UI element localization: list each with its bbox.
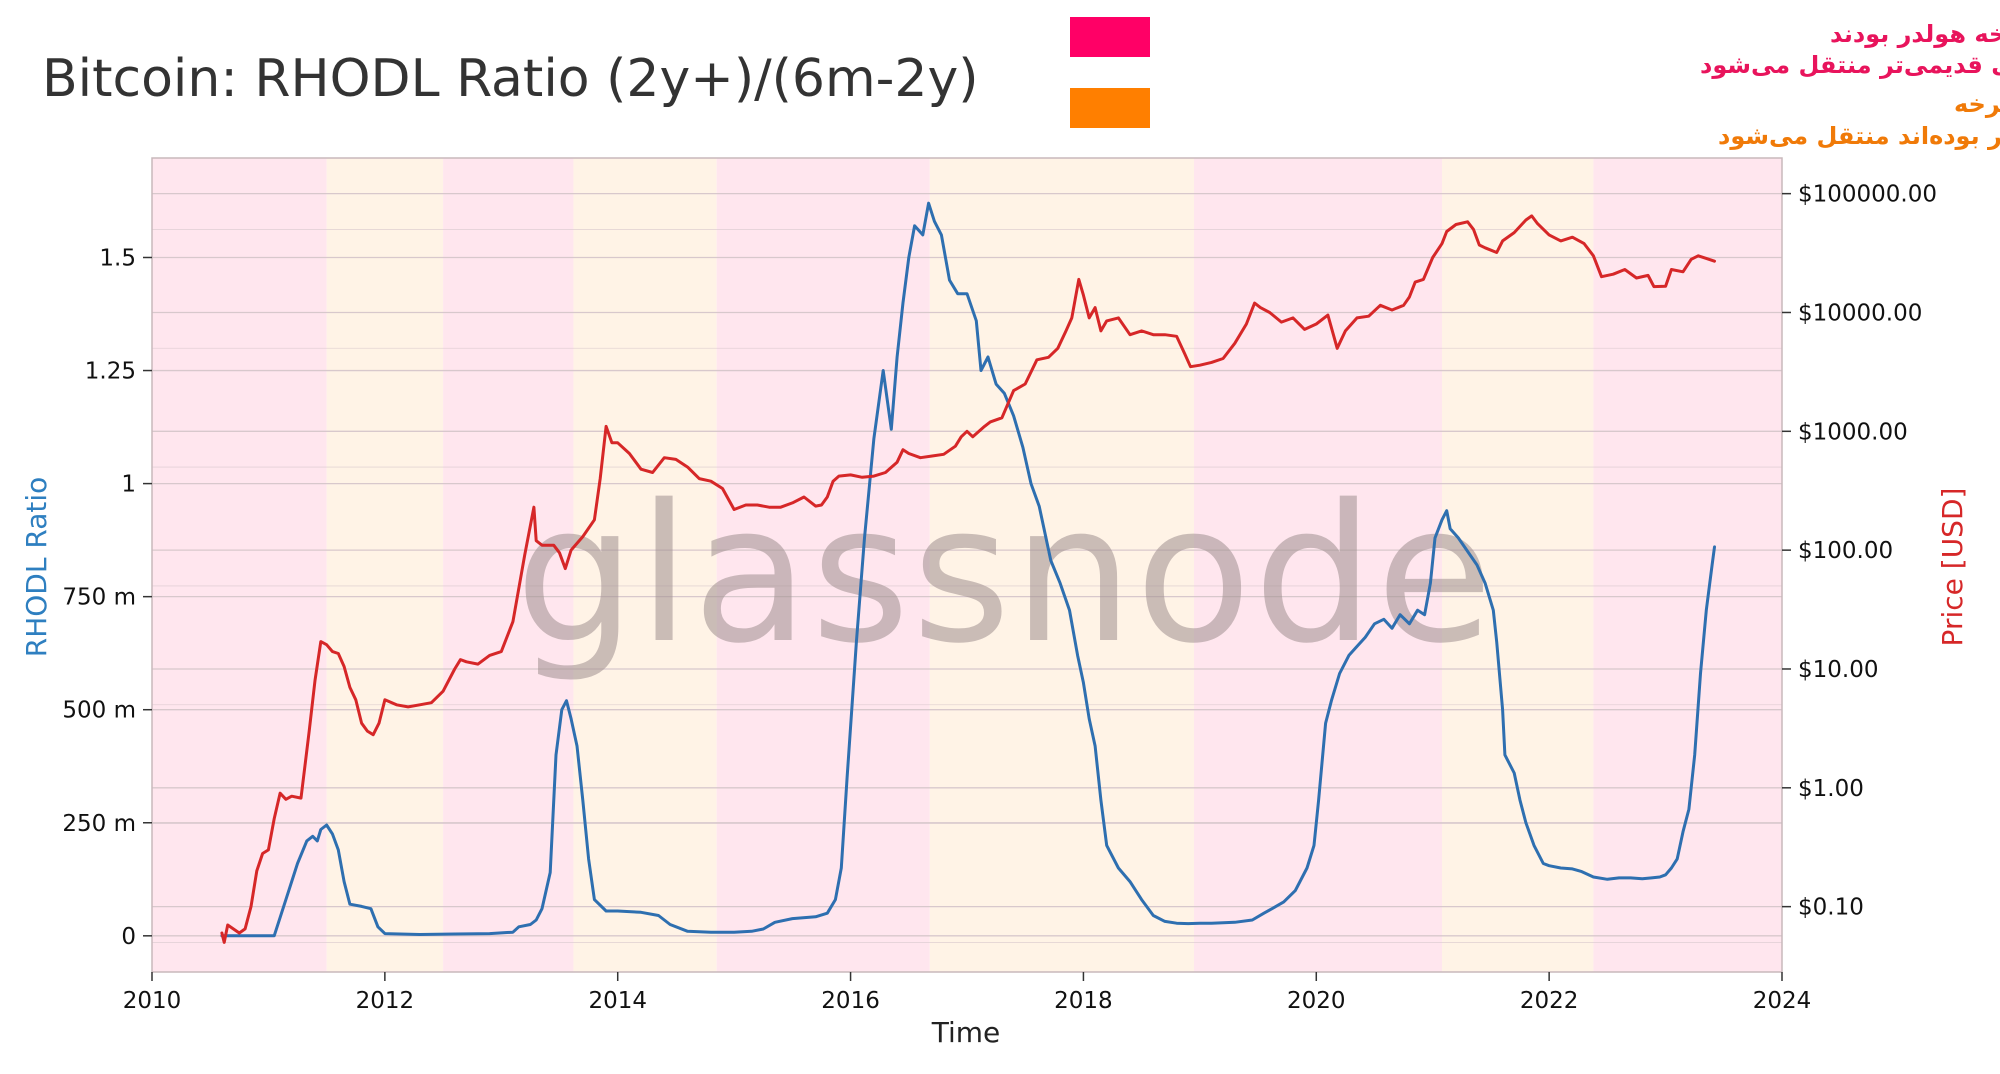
left-tick-label-0: 0	[121, 924, 136, 950]
left-tick-label-1: 250 m	[62, 811, 136, 837]
left-tick-label-2: 500 m	[62, 698, 136, 724]
right-tick-label-5: $10000.00	[1798, 300, 1922, 326]
x-tick-label-1: 2012	[356, 988, 415, 1014]
x-tick-label-7: 2024	[1753, 988, 1812, 1014]
plot-frame	[151, 157, 1783, 973]
region-orange-7	[1442, 158, 1594, 972]
x-axis-ticks: 2010 2012 2014 2016 2018 2020 2022 2024	[123, 972, 1812, 1014]
region-pink-8	[1593, 158, 1782, 972]
left-tick-label-3: 750 m	[62, 585, 136, 611]
left-axis-label: RHODL Ratio	[20, 477, 53, 658]
left-tick-label-5: 1.25	[85, 359, 136, 385]
x-tick-label-4: 2018	[1054, 988, 1113, 1014]
region-pink-0	[152, 158, 327, 972]
region-pink-4	[716, 158, 930, 972]
right-axis-label: Price [USD]	[1936, 488, 1969, 647]
right-tick-label-3: $100.00	[1798, 538, 1893, 564]
gridlines	[152, 192, 1782, 943]
price-line	[220, 214, 1716, 944]
region-orange-3	[573, 158, 717, 972]
chart-title: Bitcoin: RHODL Ratio (2y+)/(6m-2y)	[42, 49, 979, 109]
x-tick-label-2: 2014	[588, 988, 647, 1014]
watermark: glassnode	[515, 464, 1495, 685]
legend-text-orange-line2: هولدر بوده‌اند منتقل می‌شود	[1718, 122, 2000, 150]
legend-text-pink-line2: به هولدرهای قدیمی‌تر منتقل می‌شود	[1700, 51, 2000, 79]
x-tick-label-0: 2010	[123, 988, 182, 1014]
legend-text-orange-line1: ثروت از هولدرهای قدیمی‌تر به سرمایه‌گذار…	[1954, 90, 2000, 118]
right-axis-ticks: $0.10 $1.00 $10.00 $100.00 $1000.00 $10000.00…	[1782, 182, 1937, 921]
right-tick-label-1: $1.00	[1798, 776, 1864, 802]
left-tick-label-6: 1.5	[99, 245, 136, 271]
right-tick-label-6: $100000.00	[1798, 182, 1937, 208]
right-tick-label-0: $0.10	[1798, 895, 1864, 921]
region-pink-6	[1194, 158, 1443, 972]
right-tick-label-2: $10.00	[1798, 657, 1878, 683]
rhodl-ratio-line	[220, 201, 1716, 938]
left-tick-label-4: 1	[121, 472, 136, 498]
region-orange-1	[326, 158, 444, 972]
legend-swatch-pink	[1070, 17, 1150, 57]
x-axis-label: Time	[931, 1016, 1001, 1049]
right-tick-label-4: $1000.00	[1798, 419, 1908, 445]
legend-swatch-orange	[1070, 88, 1150, 128]
region-orange-5	[929, 158, 1195, 972]
left-axis-ticks: 0 250 m 500 m 750 m 1 1.25 1.5	[62, 245, 152, 950]
x-tick-label-3: 2016	[821, 988, 880, 1014]
x-tick-label-6: 2022	[1520, 988, 1579, 1014]
legend: ثروت از سرمایه‌گذاران بلندمدتی که در یک …	[1070, 17, 2000, 150]
x-tick-label-5: 2020	[1287, 988, 1346, 1014]
series-lines	[220, 201, 1716, 944]
cycle-regions	[152, 158, 1782, 972]
legend-text-pink-line1: ثروت از سرمایه‌گذاران بلندمدتی که در یک …	[1830, 20, 2000, 48]
